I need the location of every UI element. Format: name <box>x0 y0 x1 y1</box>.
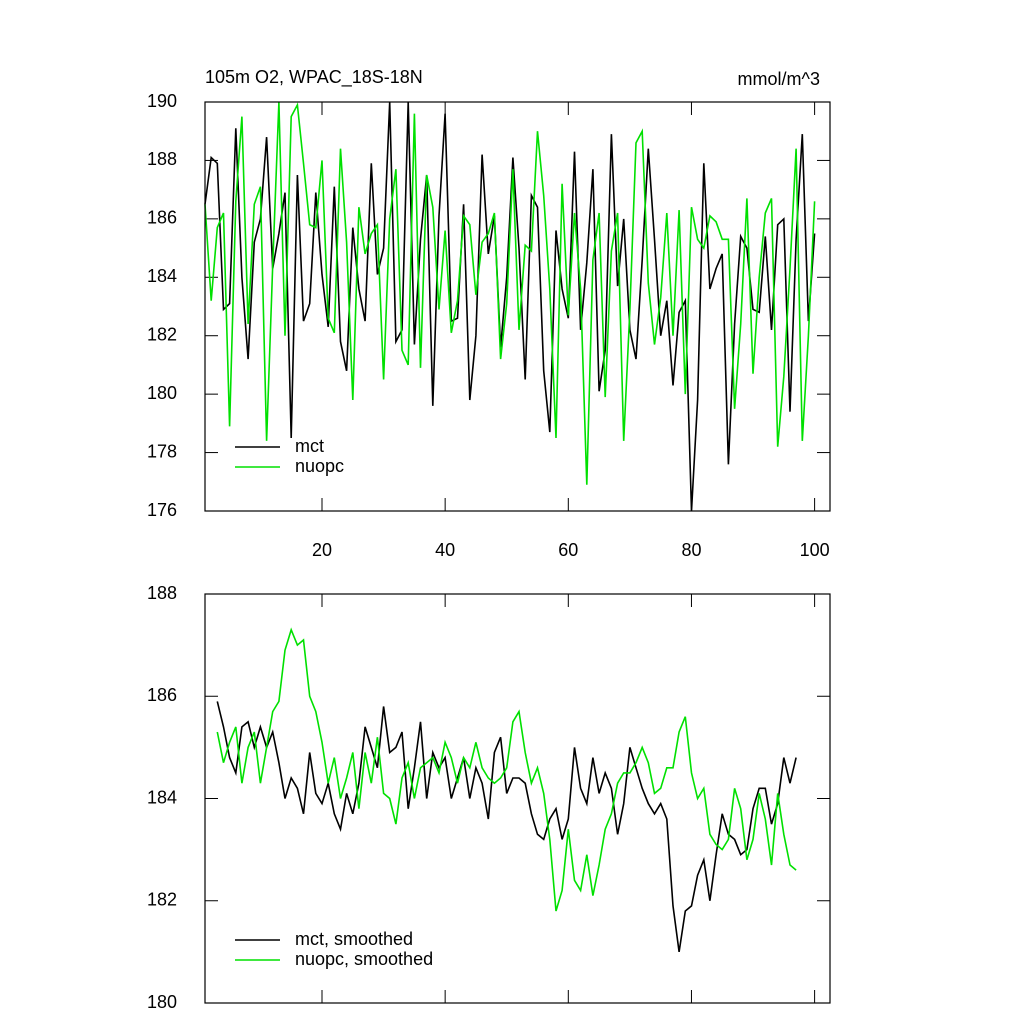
units-label: mmol/m^3 <box>738 69 820 89</box>
y-tick-label: 186 <box>147 208 177 228</box>
legend-label: mct <box>295 436 324 456</box>
series-line <box>204 101 816 485</box>
plot-frame <box>204 101 831 512</box>
y-tick-label: 188 <box>147 149 177 169</box>
x-tick-label: 20 <box>312 540 332 560</box>
plot-frame <box>204 593 831 1004</box>
y-tick-label: 180 <box>147 383 177 403</box>
legend-label: mct, smoothed <box>295 929 413 949</box>
chart-title: 105m O2, WPAC_18S-18N <box>205 67 423 88</box>
series-line <box>216 701 797 953</box>
y-tick-label: 184 <box>147 787 177 807</box>
legend-label: nuopc, smoothed <box>295 949 433 969</box>
x-tick-label: 40 <box>435 540 455 560</box>
y-tick-label: 182 <box>147 324 177 344</box>
y-tick-label: 178 <box>147 441 177 461</box>
y-tick-label: 190 <box>147 91 177 111</box>
x-tick-label: 60 <box>558 540 578 560</box>
y-tick-label: 180 <box>147 992 177 1012</box>
x-tick-label: 80 <box>681 540 701 560</box>
legend-label: nuopc <box>295 456 344 476</box>
y-tick-label: 184 <box>147 266 177 286</box>
x-tick-label: 100 <box>800 540 830 560</box>
y-tick-label: 176 <box>147 500 177 520</box>
series-line <box>216 627 797 912</box>
series-line <box>204 101 816 512</box>
y-tick-label: 186 <box>147 685 177 705</box>
y-tick-label: 182 <box>147 890 177 910</box>
y-tick-label: 188 <box>147 583 177 603</box>
